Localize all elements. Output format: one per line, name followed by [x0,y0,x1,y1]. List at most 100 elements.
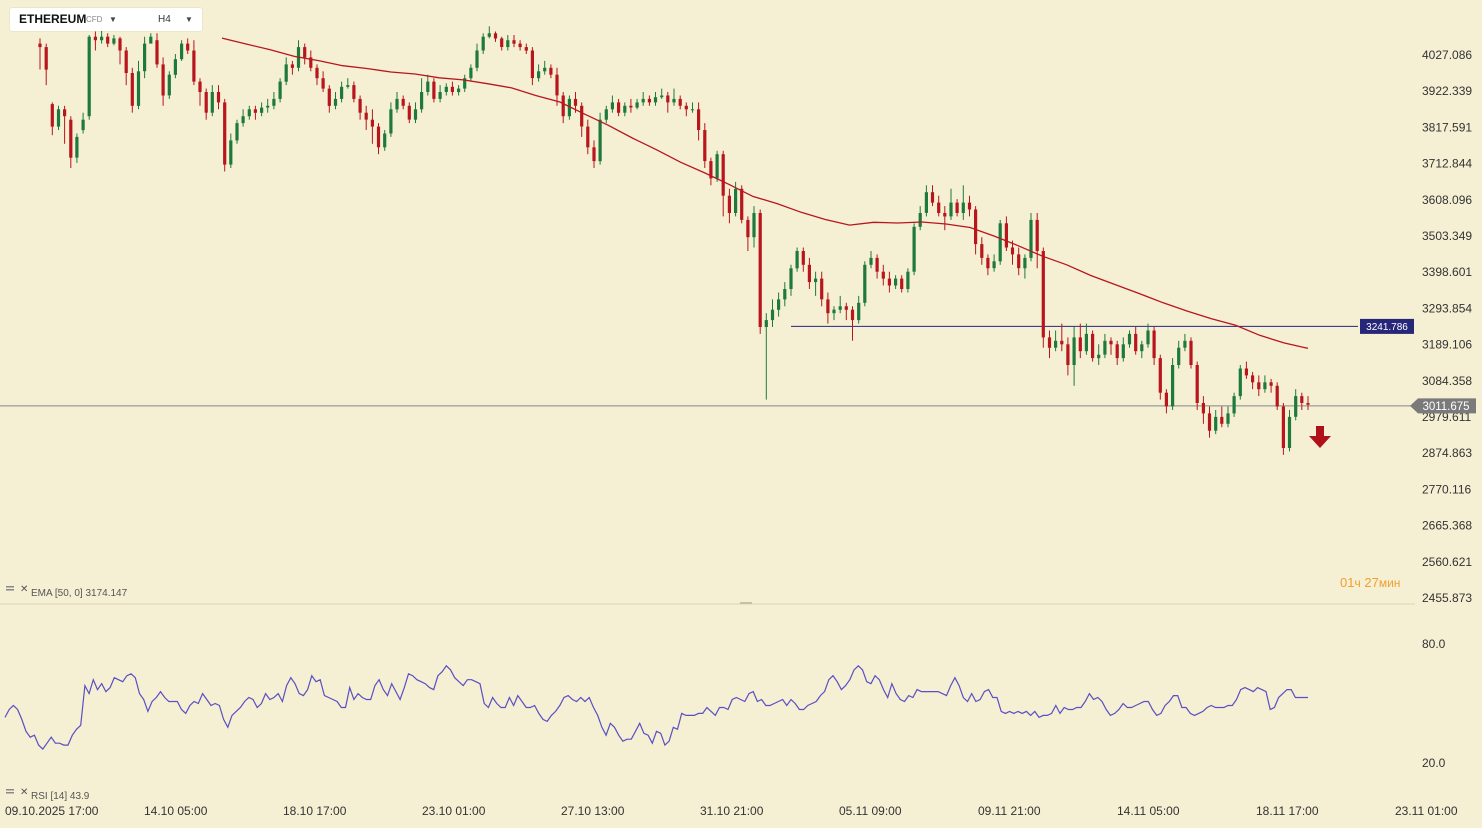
candle [1072,327,1076,386]
candle [930,185,935,207]
candle [795,247,799,272]
ema-line [221,37,1309,350]
candle [173,54,177,79]
symbol-name[interactable]: ETHEREUM [19,12,87,26]
candle [63,105,67,144]
candle [315,64,319,86]
time-tick-label: 09.10.2025 17:00 [5,804,99,818]
candle [1251,371,1255,390]
rsi-axis: 80.0 20.0 [1422,637,1446,770]
candle [493,31,498,42]
price-tick-label: 3189.106 [1422,338,1472,352]
candle [1010,240,1015,265]
candle [647,95,651,106]
price-tick-label: 3712.844 [1422,157,1472,171]
candle [1158,354,1162,400]
candle [1306,396,1310,410]
timeframe-selector[interactable]: H4 [158,14,171,25]
candle [1195,361,1199,410]
candle [1189,337,1193,369]
time-tick-label: 18.11 17:00 [1256,804,1319,818]
price-tick-label: 2455.873 [1422,591,1472,605]
candle [130,67,134,113]
candle [869,251,873,269]
candle [272,92,276,110]
candle [413,102,418,124]
candle [1078,323,1082,359]
pane-resize-handle[interactable] [740,602,752,604]
candle [943,206,947,231]
candle [1047,330,1052,359]
candle [346,78,350,89]
candle [370,109,374,144]
candle [820,271,824,307]
candle [457,85,461,96]
candle [50,102,54,136]
ema-indicator-label[interactable]: ✕ EMA [50, 0] 3174.147 [6,584,128,599]
candle [838,295,842,314]
candle [333,92,338,110]
timeframe-dropdown-icon[interactable]: ▼ [185,15,193,24]
candle [290,60,294,75]
candle [75,133,79,163]
candle [383,130,387,151]
candle [906,268,910,293]
price-tick-label: 2770.116 [1422,482,1471,496]
time-axis[interactable]: 09.10.2025 17:00 14.10 05:00 18.10 17:00 23… [5,804,1458,818]
candle [210,85,214,117]
candle [112,35,116,46]
candle [1238,365,1242,400]
candle [961,185,965,220]
candle [118,36,122,65]
candle [487,26,491,39]
candle [580,102,584,137]
price-axis[interactable]: 4027.086 3922.339 3817.591 3712.844 3608.096… [1422,48,1472,605]
candle [887,271,891,293]
symbol-toolbar[interactable]: ETHEREUM CFD ▼ H4 ▼ [10,8,202,31]
countdown-minutes: 27 [1364,575,1379,590]
time-tick-label: 14.10 05:00 [144,804,208,818]
candle [438,85,442,103]
candle [1300,392,1304,410]
candle [974,206,978,255]
signal-down-arrow-icon [1309,426,1331,448]
candle [161,57,165,106]
candle [530,47,534,86]
candle [857,295,861,324]
candle [746,216,750,251]
ema-close-icon[interactable]: ✕ [20,584,28,595]
candle [653,92,658,106]
candle [1004,216,1008,251]
candle [223,98,227,172]
price-tick-label: 3503.349 [1422,229,1472,243]
candle [506,35,510,51]
candle [180,40,184,61]
candle [1257,375,1261,397]
candle [1201,396,1205,424]
candle [1017,247,1021,276]
candle [660,88,664,99]
candle [586,119,590,155]
rsi-indicator-label[interactable]: ✕ RSI [14] 43.9 [6,787,90,802]
time-tick-label: 23.11 01:00 [1395,804,1458,818]
candle [167,71,171,99]
candle [992,254,996,272]
candle [998,219,1002,265]
countdown-minutes-unit: мин [1378,576,1401,590]
candle [715,150,719,182]
candlestick-series [38,26,1310,455]
rsi-close-icon[interactable]: ✕ [20,787,28,798]
candle [537,64,541,82]
candle [376,123,381,155]
candle [136,60,141,110]
candle [1294,389,1298,421]
candle [752,206,756,248]
candle [783,282,787,307]
symbol-dropdown-icon[interactable]: ▼ [109,15,117,24]
candle [1171,358,1175,410]
candle [814,271,818,296]
candle [309,50,313,72]
rsi-line [4,664,1308,751]
candle [832,306,836,321]
